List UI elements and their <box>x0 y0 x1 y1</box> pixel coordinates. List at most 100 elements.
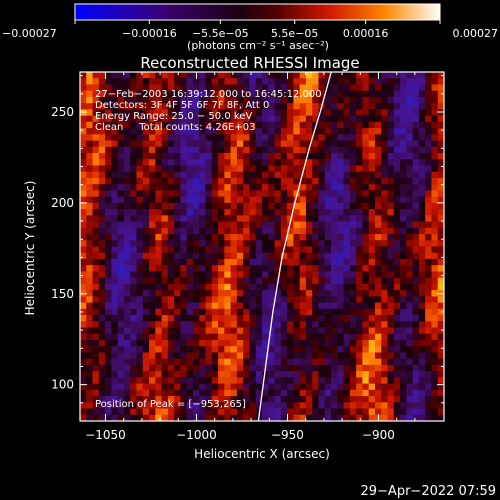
heatmap-cell <box>92 103 100 110</box>
heatmap-cell <box>230 408 238 416</box>
heatmap-cell <box>425 358 433 366</box>
heatmap-cell <box>412 296 420 304</box>
heatmap-cell <box>412 190 420 198</box>
heatmap-cell <box>374 315 382 322</box>
heatmap-cell <box>274 103 282 110</box>
heatmap-cell <box>236 252 244 260</box>
heatmap-cell <box>80 140 87 148</box>
heatmap-cell <box>98 84 106 92</box>
heatmap-cell <box>98 414 106 421</box>
heatmap-cell <box>418 177 426 185</box>
heatmap-cell <box>362 134 370 142</box>
heatmap-cell <box>312 240 320 248</box>
heatmap-cell <box>312 177 320 185</box>
heatmap-cell <box>192 277 200 285</box>
heatmap-cell <box>337 339 345 347</box>
heatmap-cell <box>142 383 150 391</box>
heatmap-cell <box>387 84 395 92</box>
heatmap-cell <box>230 140 238 148</box>
heatmap-cell <box>374 196 382 204</box>
heatmap-cell <box>400 302 407 310</box>
heatmap-cell <box>387 171 395 179</box>
heatmap-cell <box>230 146 238 154</box>
heatmap-cell <box>155 383 163 391</box>
heatmap-cell <box>431 78 439 86</box>
heatmap-cell <box>318 277 326 285</box>
heatmap-cell <box>98 103 106 110</box>
heatmap-cell <box>387 315 395 322</box>
heatmap-cell <box>381 277 389 285</box>
heatmap-cell <box>142 159 150 167</box>
heatmap-cell <box>92 408 100 416</box>
heatmap-cell <box>205 277 213 285</box>
heatmap-cell <box>105 196 112 204</box>
x-tick-label: −1050 <box>85 428 126 442</box>
heatmap-cell <box>236 128 244 135</box>
heatmap-cell <box>255 90 263 98</box>
heatmap-cell <box>431 103 439 110</box>
heatmap-cell <box>161 78 169 86</box>
heatmap-cell <box>161 184 169 192</box>
heatmap-cell <box>105 146 112 154</box>
heatmap-cell <box>192 358 200 366</box>
heatmap-cell <box>387 290 395 297</box>
heatmap-cell <box>123 265 131 273</box>
heatmap-cell <box>142 196 150 204</box>
heatmap-cell <box>243 364 251 372</box>
heatmap-cell <box>155 140 163 148</box>
heatmap-cell <box>111 358 119 366</box>
heatmap-cell <box>349 115 357 123</box>
heatmap-cell <box>174 165 182 173</box>
heatmap-cell <box>331 84 338 92</box>
heatmap-cell <box>149 321 156 329</box>
x-tick-label: −950 <box>271 428 304 442</box>
heatmap-cell <box>92 90 100 98</box>
heatmap-cell <box>123 103 131 110</box>
heatmap-cell <box>155 414 163 421</box>
heatmap-cell <box>224 202 232 210</box>
heatmap-cell <box>249 128 257 135</box>
heatmap-cell <box>80 159 87 167</box>
heatmap-cell <box>98 234 106 241</box>
heatmap-cell <box>374 396 382 403</box>
heatmap-cell <box>437 146 444 154</box>
heatmap-cell <box>155 240 163 248</box>
heatmap-cell <box>356 333 364 341</box>
heatmap-cell <box>155 90 163 98</box>
heatmap-cell <box>318 234 326 241</box>
heatmap-cell <box>349 221 357 229</box>
heatmap-cell <box>167 321 175 329</box>
heatmap-cell <box>318 302 326 310</box>
heatmap-cell <box>412 128 420 135</box>
heatmap-cell <box>337 358 345 366</box>
heatmap-cell <box>136 140 144 148</box>
heatmap-cell <box>299 72 307 79</box>
y-tick-label: 250 <box>51 105 74 119</box>
heatmap-cell <box>287 146 294 154</box>
heatmap-cell <box>287 358 294 366</box>
colorbar-tick-label: −0.00027 <box>2 27 57 40</box>
heatmap-cell <box>268 265 276 273</box>
heatmap-cell <box>167 72 175 79</box>
heatmap-cell <box>174 134 182 142</box>
heatmap-cell <box>356 177 364 185</box>
heatmap-cell <box>262 184 269 192</box>
heatmap-cell <box>262 339 269 347</box>
heatmap-cell <box>224 72 232 79</box>
heatmap-cell <box>186 315 194 322</box>
heatmap-cell <box>92 327 100 335</box>
heatmap-cell <box>186 202 194 210</box>
heatmap-cell <box>280 115 288 123</box>
x-tick-label: −1000 <box>176 428 217 442</box>
heatmap-cell <box>268 96 276 104</box>
heatmap-cell <box>136 165 144 173</box>
heatmap-cell <box>393 290 401 297</box>
heatmap-cell <box>92 252 100 260</box>
heatmap-cell <box>149 333 156 341</box>
heatmap-cell <box>111 115 119 123</box>
heatmap-cell <box>418 146 426 154</box>
heatmap-cell <box>374 90 382 98</box>
heatmap-cell <box>123 315 131 322</box>
heatmap-cell <box>199 315 207 322</box>
